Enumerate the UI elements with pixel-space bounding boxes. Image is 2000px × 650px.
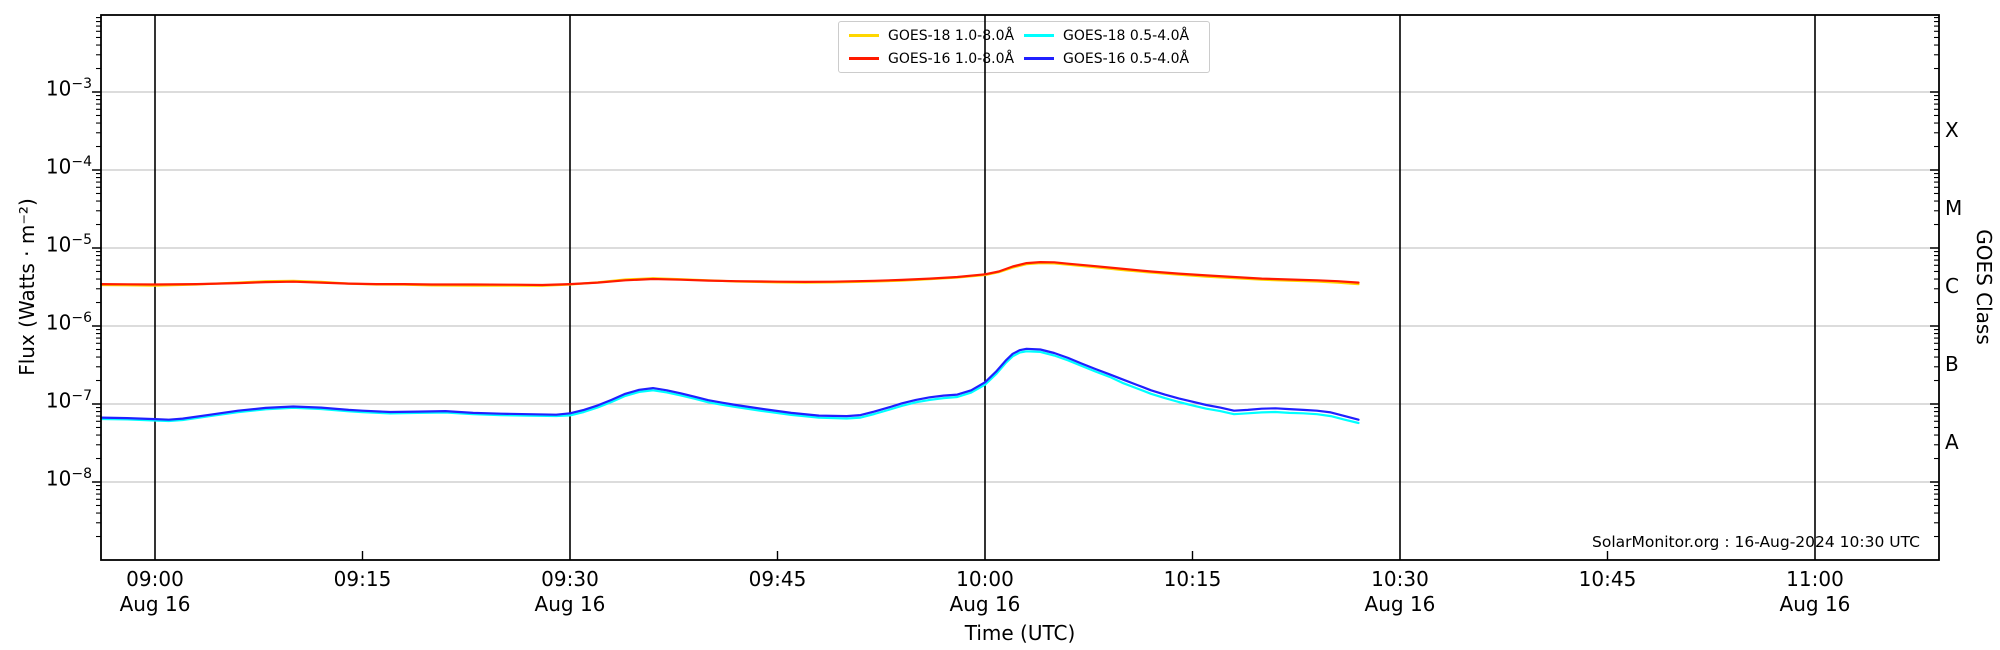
- x-tick-label-minor: 10:45: [1578, 567, 1637, 591]
- legend-label: GOES-16 1.0-8.0Å: [888, 50, 1015, 67]
- x-tick-label-minor: 09:15: [333, 567, 392, 591]
- x-tick-label-minor: 09:45: [748, 567, 807, 591]
- y-tick-label: 10−6: [45, 310, 92, 335]
- plot-border: [100, 14, 1940, 561]
- legend-line-swatch: [849, 57, 879, 60]
- legend-label: GOES-18 0.5-4.0Å: [1063, 27, 1190, 44]
- series-line-goes-16-1-0-8-0: [99, 261, 1360, 287]
- y-tick-label: 10−3: [45, 76, 92, 101]
- x-tick-label-minor: 10:15: [1163, 567, 1222, 591]
- chart-legend: GOES-18 1.0-8.0Å GOES-16 1.0-8.0Å GOES-18 …: [838, 21, 1210, 73]
- x-tick-label-major: 11:00 Aug 16: [1779, 567, 1851, 616]
- legend-line-swatch: [849, 34, 879, 37]
- solarmonitor-credit-text: SolarMonitor.org : 16-Aug-2024 10:30 UTC: [1592, 533, 1920, 551]
- x-tick-label-major: 10:00 Aug 16: [949, 567, 1021, 616]
- legend-line-swatch: [1024, 34, 1054, 37]
- series-line-goes-18-0-5-4-0: [99, 350, 1360, 425]
- legend-line-swatch: [1024, 57, 1054, 60]
- goes-class-label-c: C: [1945, 274, 1959, 298]
- y-tick-label: 10−5: [45, 232, 92, 257]
- y-tick-label: 10−4: [45, 154, 92, 179]
- x-axis-title: Time (UTC): [964, 621, 1076, 645]
- goes-class-label-m: M: [1945, 196, 1963, 220]
- legend-item-goes-16-1-0-8-0: GOES-16 1.0-8.0Å: [849, 51, 1024, 67]
- legend-label: GOES-18 1.0-8.0Å: [888, 27, 1015, 44]
- x-tick-label-major: 10:30 Aug 16: [1364, 567, 1436, 616]
- series-line-goes-16-0-5-4-0: [99, 347, 1360, 421]
- legend-item-goes-18-1-0-8-0: GOES-18 1.0-8.0Å: [849, 28, 1024, 44]
- goes-class-label-x: X: [1945, 118, 1959, 142]
- legend-item-goes-16-0-5-4-0: GOES-16 0.5-4.0Å: [1024, 51, 1199, 67]
- x-tick-label-major: 09:00 Aug 16: [119, 567, 191, 616]
- y-tick-label: 10−7: [45, 388, 92, 413]
- legend-item-goes-18-0-5-4-0: GOES-18 0.5-4.0Å: [1024, 28, 1199, 44]
- y-tick-label: 10−8: [45, 466, 92, 491]
- goes-class-label-a: A: [1945, 430, 1959, 454]
- x-tick-label-major: 09:30 Aug 16: [534, 567, 606, 616]
- y-axis-title: Flux (Watts · m⁻²): [15, 198, 39, 376]
- legend-label: GOES-16 0.5-4.0Å: [1063, 50, 1190, 67]
- goes-class-label-b: B: [1945, 352, 1959, 376]
- right-axis-title: GOES Class: [1972, 229, 1996, 345]
